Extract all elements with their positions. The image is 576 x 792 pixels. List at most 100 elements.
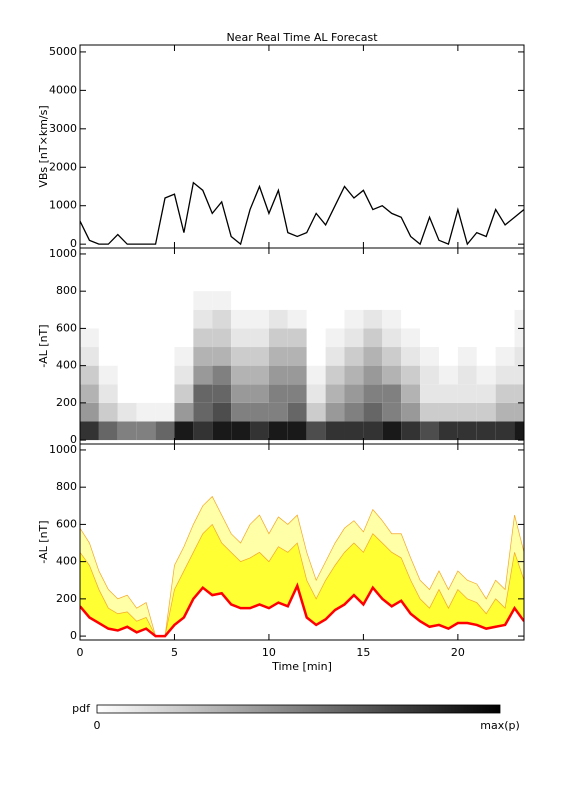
heatmap-cell [514, 309, 524, 329]
heatmap-cell [325, 291, 345, 310]
heatmap-cell [98, 291, 118, 310]
heatmap-cell [325, 328, 345, 348]
heatmap-cell [325, 421, 345, 441]
heatmap-cell [495, 328, 515, 348]
heatmap-cell [193, 347, 213, 366]
heatmap-cell [231, 384, 251, 403]
heatmap-cell [438, 291, 458, 310]
x-tick-label: 10 [262, 646, 276, 659]
heatmap-cell [80, 309, 99, 329]
data-line [80, 181, 524, 246]
heatmap-cell [457, 309, 477, 329]
heatmap-cell [117, 291, 137, 310]
heatmap-cell [98, 328, 118, 348]
heatmap-cell [287, 328, 307, 348]
y-tick-label: 200 [56, 592, 77, 605]
heatmap-cell [382, 421, 402, 441]
heatmap-cell [193, 384, 213, 403]
y-tick-label: 600 [56, 517, 77, 530]
heatmap-cell [438, 384, 458, 403]
heatmap-cell [514, 365, 524, 385]
heatmap-cell [98, 309, 118, 329]
heatmap-cell [80, 291, 99, 310]
heatmap-cell [344, 421, 364, 441]
heatmap-cell [306, 347, 326, 366]
heatmap-cell [401, 328, 421, 348]
heatmap-cell [382, 347, 402, 366]
heatmap-cell [438, 309, 458, 329]
heatmap-cell [476, 291, 496, 310]
y-axis-label: -AL [nT] [37, 324, 50, 367]
heatmap-cell [80, 365, 99, 385]
heatmap-cell [363, 365, 383, 385]
x-tick-label: 0 [77, 646, 84, 659]
heatmap-cell [420, 347, 439, 366]
heatmap-cell [80, 328, 99, 348]
heatmap-cell [420, 291, 439, 310]
y-axis-label: VBs [nT×km/s] [37, 105, 50, 187]
heatmap-cell [117, 347, 137, 366]
heatmap-cell [117, 402, 137, 422]
y-tick-label: 1000 [49, 247, 77, 260]
heatmap-cell [495, 421, 515, 441]
heatmap-cell [514, 421, 524, 441]
heatmap-cell [344, 365, 364, 385]
x-tick-label: 15 [356, 646, 370, 659]
heatmap-cell [382, 291, 402, 310]
heatmap-cell [268, 291, 288, 310]
heatmap-cell [514, 291, 524, 310]
heatmap-cell [250, 402, 269, 422]
y-tick-label: 200 [56, 396, 77, 409]
heatmap-cell [212, 402, 232, 422]
heatmap-cell [325, 384, 345, 403]
heatmap-cell [363, 384, 383, 403]
heatmap-cell [80, 421, 99, 441]
colorbar [96, 704, 501, 714]
heatmap-cell [420, 384, 439, 403]
heatmap-cell [363, 347, 383, 366]
colorbar-label: pdf [72, 702, 91, 715]
heatmap-cell [174, 309, 194, 329]
heatmap-cell [268, 347, 288, 366]
heatmap-cell [495, 309, 515, 329]
heatmap-cell [363, 309, 383, 329]
heatmap-cell [231, 291, 251, 310]
heatmap-cell [401, 421, 421, 441]
heatmap-cell [514, 328, 524, 348]
heatmap-cell [420, 402, 439, 422]
heatmap-cell [174, 421, 194, 441]
colorbar-max: max(p) [480, 719, 520, 732]
heatmap-cell [212, 309, 232, 329]
heatmap-cell [420, 421, 439, 441]
heatmap-cell [325, 365, 345, 385]
y-tick-label: 0 [70, 433, 77, 446]
heatmap-cell [476, 384, 496, 403]
y-tick-label: 400 [56, 555, 77, 568]
heatmap-cell [306, 402, 326, 422]
heatmap-cell [344, 328, 364, 348]
heatmap-cell [136, 291, 156, 310]
heatmap-cell [174, 328, 194, 348]
heatmap-cell [363, 402, 383, 422]
heatmap-cell [250, 328, 269, 348]
heatmap-cell [231, 421, 251, 441]
heatmap-cell [287, 384, 307, 403]
heatmap-cell [212, 365, 232, 385]
heatmap-cell [306, 365, 326, 385]
heatmap-cell [117, 309, 137, 329]
heatmap-cell [287, 365, 307, 385]
heatmap-cell [514, 402, 524, 422]
heatmap-cell [401, 309, 421, 329]
chart-title: Near Real Time AL Forecast [226, 31, 378, 44]
heatmap-cell [117, 421, 137, 441]
heatmap-cell [438, 421, 458, 441]
plot-area [80, 495, 524, 638]
heatmap-cell [476, 365, 496, 385]
heatmap-cell [514, 347, 524, 366]
y-tick-label: 800 [56, 480, 77, 493]
heatmap-cell [98, 402, 118, 422]
heatmap-cell [136, 309, 156, 329]
heatmap-cell [457, 347, 477, 366]
median-line [80, 582, 524, 638]
